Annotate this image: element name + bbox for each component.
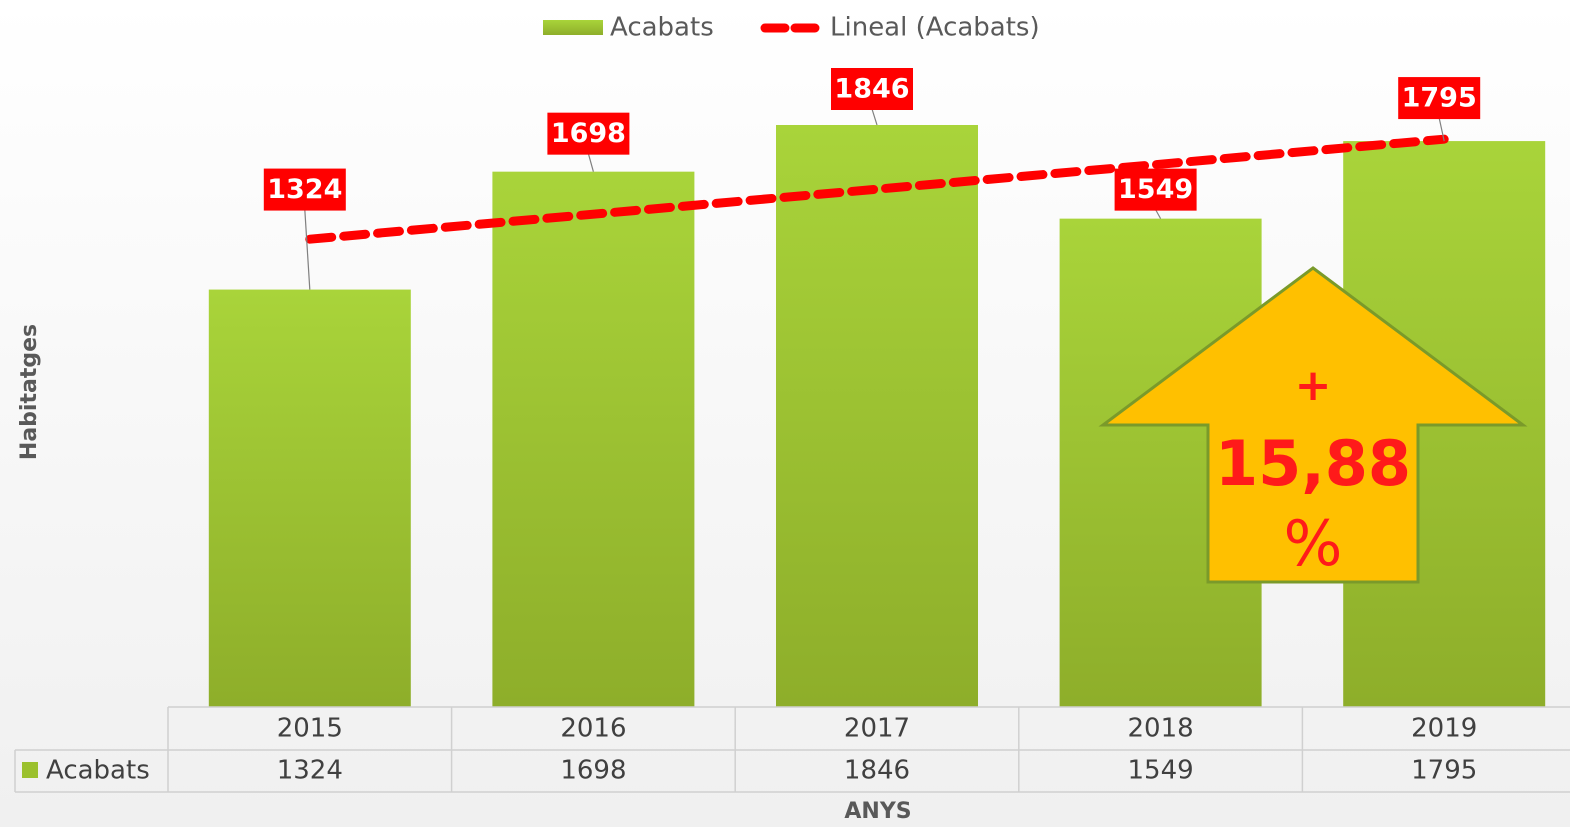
x-tick-label: 2019 — [1411, 714, 1477, 744]
bar — [208, 289, 411, 707]
data-label: 1846 — [834, 74, 909, 105]
leader-line — [304, 209, 311, 290]
table-series-name: Acabats — [46, 756, 150, 786]
x-tick-label: 2016 — [560, 714, 626, 744]
legend-label: Lineal (Acabats) — [830, 13, 1040, 43]
data-label: 1698 — [551, 118, 626, 149]
legend: Acabats Lineal (Acabats) — [543, 13, 1040, 43]
bar — [776, 125, 978, 707]
annotation: 15,88 — [1215, 427, 1411, 500]
data-label: 1549 — [1118, 174, 1193, 205]
data-label-box — [831, 68, 913, 110]
data-label-box — [1398, 77, 1481, 120]
leader-line — [1438, 117, 1445, 142]
data-label-box — [1114, 168, 1197, 211]
arrow — [1098, 266, 1528, 584]
x-tick-label: 2018 — [1128, 714, 1194, 744]
bar — [492, 171, 695, 707]
trendline — [305, 134, 1449, 244]
data-label: 1795 — [1402, 83, 1477, 114]
annotation: + — [1295, 360, 1332, 411]
table-value: 1846 — [844, 756, 910, 786]
table-value: 1698 — [560, 756, 626, 786]
table-value: 1324 — [277, 756, 343, 786]
y-axis-label: Habitatges — [17, 324, 42, 460]
x-axis-label: ANYS — [844, 799, 911, 824]
data-label-box — [263, 168, 346, 211]
data-label-box — [547, 112, 630, 155]
data-label: 1324 — [267, 174, 342, 205]
table-value: 1795 — [1411, 756, 1477, 786]
leader-line — [1155, 209, 1162, 219]
leader-line — [871, 108, 878, 126]
legend-label: Acabats — [610, 13, 714, 43]
table-value: 1549 — [1128, 756, 1194, 786]
x-tick-label: 2015 — [277, 714, 343, 744]
x-tick-label: 2017 — [844, 714, 910, 744]
leader-line — [587, 153, 594, 172]
annotation: % — [1284, 507, 1343, 580]
legend-swatch — [543, 20, 603, 35]
table-legend-key — [22, 762, 38, 778]
